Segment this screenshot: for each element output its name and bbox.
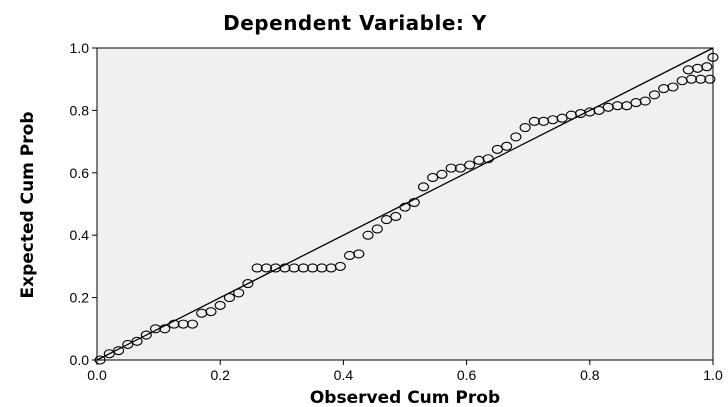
data-point bbox=[94, 355, 106, 365]
x-tick-label: 0.8 bbox=[580, 367, 600, 383]
data-point bbox=[214, 300, 226, 310]
data-point bbox=[491, 144, 503, 154]
data-point bbox=[260, 263, 272, 273]
data-point bbox=[159, 324, 171, 334]
data-point bbox=[113, 346, 125, 356]
x-tick-label: 0.4 bbox=[334, 367, 354, 383]
data-point bbox=[177, 319, 189, 329]
data-point bbox=[445, 163, 457, 173]
data-point bbox=[667, 82, 679, 92]
data-point bbox=[436, 169, 448, 179]
data-point bbox=[334, 261, 346, 271]
data-point bbox=[611, 101, 624, 111]
y-tick-label: 0.0 bbox=[70, 352, 90, 368]
x-tick-label: 0.0 bbox=[87, 367, 107, 383]
data-point bbox=[704, 74, 716, 84]
reference-line bbox=[96, 47, 714, 361]
data-point bbox=[417, 182, 430, 192]
data-point bbox=[482, 154, 494, 164]
data-point bbox=[186, 319, 199, 329]
y-tick-label: 0.8 bbox=[70, 102, 90, 118]
data-point bbox=[233, 288, 245, 298]
data-point bbox=[140, 330, 152, 340]
data-point bbox=[362, 230, 374, 240]
data-point bbox=[371, 224, 383, 234]
y-tick-label: 0.4 bbox=[70, 227, 90, 243]
y-tick-label: 0.2 bbox=[70, 290, 90, 306]
data-point bbox=[454, 163, 466, 173]
data-points bbox=[94, 52, 719, 365]
data-point bbox=[701, 62, 713, 72]
data-point bbox=[519, 123, 531, 133]
data-point bbox=[353, 249, 365, 259]
data-point bbox=[593, 105, 605, 115]
data-point bbox=[464, 160, 476, 170]
y-axis-label: Expected Cum Prob bbox=[18, 112, 38, 299]
x-axis-label: Observed Cum Prob bbox=[310, 388, 500, 407]
data-point bbox=[307, 263, 319, 273]
data-point bbox=[501, 141, 513, 151]
x-tick-label: 1.0 bbox=[703, 367, 723, 383]
data-point bbox=[380, 215, 393, 225]
data-point bbox=[399, 202, 411, 212]
data-point bbox=[685, 74, 697, 84]
data-point bbox=[297, 263, 309, 273]
data-point bbox=[242, 279, 254, 289]
data-point bbox=[149, 324, 162, 334]
y-tick-label: 1.0 bbox=[70, 40, 90, 56]
data-point bbox=[639, 96, 651, 106]
data-point bbox=[408, 197, 420, 207]
data-point bbox=[695, 74, 707, 84]
data-point bbox=[510, 132, 522, 142]
data-point bbox=[621, 101, 633, 111]
data-point bbox=[528, 116, 540, 126]
data-point bbox=[648, 90, 661, 100]
data-point bbox=[205, 307, 217, 317]
data-point bbox=[131, 336, 143, 346]
data-point bbox=[223, 293, 235, 303]
y-tick-label: 0.6 bbox=[70, 165, 90, 181]
data-point bbox=[270, 263, 282, 273]
chart-title: Dependent Variable: Y bbox=[223, 11, 487, 35]
x-tick-label: 0.6 bbox=[457, 367, 477, 383]
data-point bbox=[279, 263, 291, 273]
data-point bbox=[103, 349, 115, 359]
data-point bbox=[168, 319, 180, 329]
axis-ticks: 0.0 0.2 0.4 0.6 0.8 1.0 0.0 0.2 0.4 0.6 0.8 1.0 bbox=[70, 40, 723, 383]
data-point bbox=[390, 211, 402, 222]
data-point bbox=[707, 52, 719, 62]
data-point bbox=[556, 113, 568, 123]
data-point bbox=[251, 263, 263, 273]
data-point bbox=[316, 263, 328, 273]
data-point bbox=[427, 172, 439, 183]
data-point bbox=[122, 339, 134, 349]
x-tick-label: 0.2 bbox=[210, 367, 230, 383]
data-point bbox=[288, 263, 300, 273]
